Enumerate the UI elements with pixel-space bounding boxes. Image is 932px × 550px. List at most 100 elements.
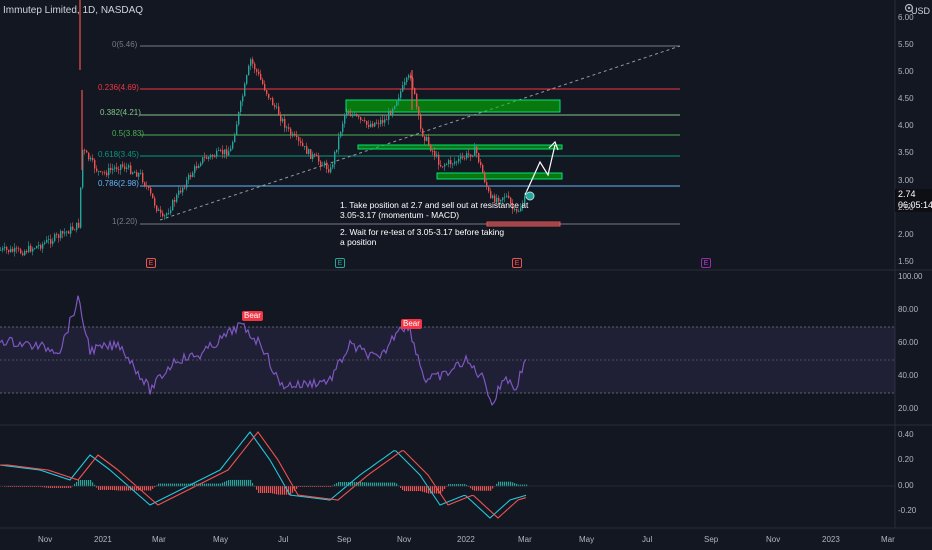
note-2[interactable]: 2. Wait for re-test of 3.05-3.17 before …	[340, 227, 505, 247]
candle-body	[70, 226, 72, 234]
macd-bar	[440, 486, 442, 494]
earnings-event-icon[interactable]: E	[146, 258, 156, 268]
candle-body	[196, 166, 198, 169]
earnings-event-icon[interactable]: E	[701, 258, 711, 268]
macd-bar	[288, 486, 290, 495]
candle-body	[210, 155, 212, 158]
candle-body	[352, 115, 354, 117]
macd-bar	[80, 480, 82, 487]
macd-bar	[392, 482, 394, 487]
candle-body	[298, 137, 300, 141]
macd-bar	[322, 486, 324, 487]
candle-body	[36, 246, 38, 249]
macd-bar	[338, 482, 340, 487]
candle-body	[464, 157, 466, 159]
candle-body	[138, 173, 140, 177]
candle-body	[504, 196, 506, 198]
settings-icon[interactable]	[903, 2, 915, 14]
macd-bar	[300, 486, 302, 487]
candle-body	[162, 212, 164, 217]
candle-body	[28, 245, 30, 253]
macd-bar	[28, 486, 30, 487]
macd-bar	[406, 486, 408, 492]
candle-body	[490, 191, 492, 199]
macd-bar	[114, 486, 116, 491]
candle-body	[68, 231, 70, 234]
candle-body	[192, 172, 194, 177]
macd-bar	[370, 482, 372, 487]
candle-body	[152, 193, 154, 199]
candle-body	[220, 150, 222, 151]
macd-bar	[462, 484, 464, 487]
macd-bar	[54, 486, 56, 488]
macd-bar	[418, 486, 420, 492]
rsi-axis-label: 100.00	[898, 272, 923, 281]
macd-bar	[318, 486, 320, 487]
macd-bar	[448, 484, 450, 487]
macd-bar	[346, 482, 348, 487]
macd-bar	[396, 483, 398, 487]
note-1[interactable]: 1. Take position at 2.7 and sell out at …	[340, 200, 529, 220]
macd-bar	[196, 483, 198, 487]
macd-bar	[488, 486, 490, 491]
earnings-event-icon[interactable]: E	[335, 258, 345, 268]
candle-body	[454, 161, 456, 164]
candle-body	[48, 239, 50, 240]
macd-bar	[426, 486, 428, 493]
symbol-title[interactable]: Immutep Limited, 1D, NASDAQ	[3, 5, 144, 16]
candle-body	[174, 200, 176, 202]
macd-bar	[162, 483, 164, 487]
candle-body	[390, 110, 392, 115]
candle-body	[310, 149, 312, 159]
macd-bar	[206, 483, 208, 487]
candle-body	[484, 173, 486, 183]
macd-bar	[74, 483, 76, 487]
macd-bar	[262, 486, 264, 494]
candle-body	[244, 83, 246, 97]
macd-bar	[282, 486, 284, 495]
candle-body	[508, 195, 510, 198]
macd-bar	[168, 483, 170, 487]
candle-body	[258, 71, 260, 75]
macd-bar	[44, 486, 46, 488]
macd-bar	[252, 483, 254, 487]
candle-body	[54, 234, 56, 241]
macd-bar	[128, 486, 130, 491]
macd-bar	[36, 486, 38, 487]
macd-bar	[146, 486, 148, 491]
earnings-event-icon[interactable]: E	[512, 258, 522, 268]
macd-bar	[292, 486, 294, 493]
candle-body	[468, 153, 470, 155]
macd-bar	[78, 480, 80, 487]
macd-bar	[38, 486, 40, 487]
candle-body	[2, 248, 4, 250]
candle-body	[288, 127, 290, 129]
candle-body	[296, 135, 298, 138]
macd-bar	[60, 486, 62, 488]
macd-bar	[180, 483, 182, 487]
candle-body	[332, 164, 334, 168]
macd-bar	[456, 484, 458, 487]
macd-bar	[328, 486, 330, 487]
candle-body	[526, 194, 528, 197]
candle-body	[94, 159, 96, 169]
candle-body	[24, 250, 26, 256]
candle-body	[516, 209, 518, 212]
macd-bar	[436, 486, 438, 494]
candle-body	[370, 123, 372, 127]
candle-body	[242, 96, 244, 102]
time-axis-label: May	[579, 535, 595, 544]
candle-body	[136, 172, 138, 177]
macd-bar	[284, 486, 286, 495]
rsi-axis-label: 40.00	[898, 371, 919, 380]
macd-bar	[10, 486, 12, 487]
candle-body	[394, 106, 396, 109]
macd-bar	[230, 479, 232, 487]
macd-bar	[364, 482, 366, 487]
candle-body	[10, 248, 12, 253]
candle-body	[178, 190, 180, 195]
candle-body	[294, 133, 296, 136]
candle-body	[376, 122, 378, 124]
macd-bar	[256, 486, 258, 490]
